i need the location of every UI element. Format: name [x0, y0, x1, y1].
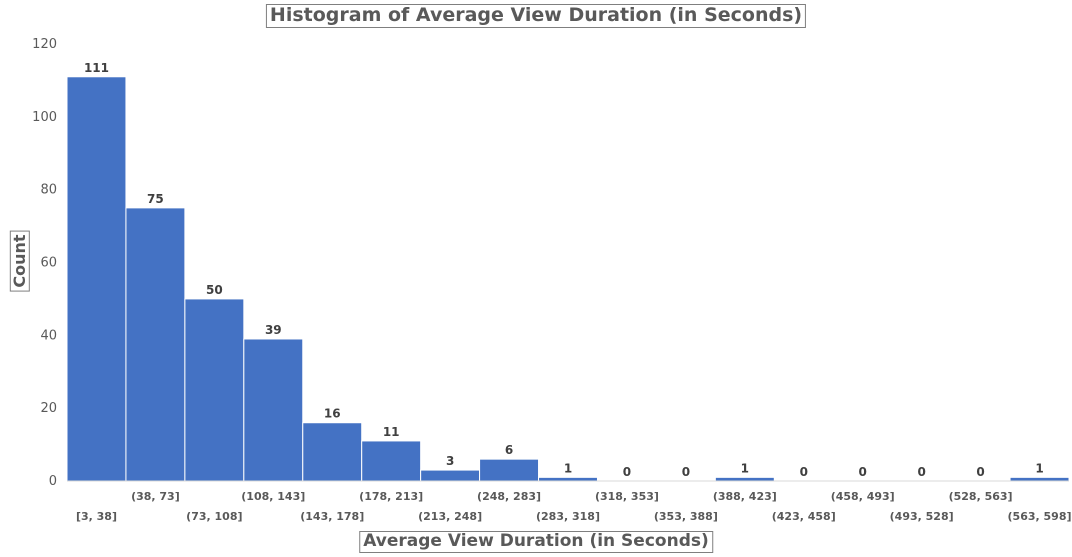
data-label: 0 [800, 465, 808, 479]
x-tick-label: (458, 493] [831, 490, 895, 503]
bar [302, 422, 363, 482]
data-label: 39 [265, 323, 282, 337]
x-tick-label: (283, 318] [536, 510, 600, 523]
y-tick-label: 100 [32, 110, 57, 125]
x-tick-label: (108, 143] [241, 490, 305, 503]
bar [243, 338, 304, 482]
x-axis-title: Average View Duration (in Seconds) [359, 531, 713, 553]
data-labels: 111 75 50 39 16 11 3 6 1 0 0 1 0 0 0 0 1 [84, 61, 1044, 479]
y-tick-label: 0 [49, 474, 57, 489]
y-axis-title: Count [9, 230, 31, 292]
x-tick-label: (318, 353] [595, 490, 659, 503]
data-label: 1 [564, 461, 572, 475]
x-tick-label: (423, 458] [772, 510, 836, 523]
data-label: 0 [682, 465, 690, 479]
y-tick-label: 40 [40, 328, 57, 343]
bar [184, 298, 245, 482]
bar [361, 440, 422, 482]
data-label: 50 [206, 283, 223, 297]
data-label: 0 [859, 465, 867, 479]
x-tick-label: (248, 283] [477, 490, 541, 503]
x-axis-ticks: [3, 38] (38, 73] (73, 108] (108, 143] (143, … [76, 490, 1072, 523]
data-label: 11 [383, 425, 400, 439]
data-label: 6 [505, 443, 513, 457]
bar [125, 207, 186, 482]
y-axis-ticks: 0 20 40 60 80 100 120 [32, 37, 57, 489]
data-label: 0 [976, 465, 984, 479]
bar [479, 458, 540, 482]
data-label: 1 [1035, 461, 1043, 475]
x-tick-label: (563, 598] [1008, 510, 1072, 523]
x-tick-label: (38, 73] [131, 490, 180, 503]
x-tick-label: (528, 563] [949, 490, 1013, 503]
x-tick-label: (73, 108] [186, 510, 242, 523]
data-label: 3 [446, 454, 454, 468]
data-label: 75 [147, 192, 164, 206]
x-tick-label: (213, 248] [418, 510, 482, 523]
data-label: 111 [84, 61, 109, 75]
data-label: 0 [623, 465, 631, 479]
x-tick-label: (353, 388] [654, 510, 718, 523]
data-label: 0 [917, 465, 925, 479]
chart-title: Histogram of Average View Duration (in S… [265, 4, 807, 28]
bars [66, 76, 1070, 482]
x-tick-label: (178, 213] [359, 490, 423, 503]
bar [66, 76, 127, 482]
y-tick-label: 120 [32, 37, 57, 52]
bar [538, 476, 598, 482]
x-tick-label: [3, 38] [76, 510, 117, 523]
data-label: 16 [324, 407, 341, 421]
bar [1009, 476, 1070, 482]
y-tick-label: 20 [40, 401, 57, 416]
x-tick-label: (143, 178] [300, 510, 364, 523]
y-tick-label: 80 [40, 183, 57, 198]
data-label: 1 [741, 461, 749, 475]
y-tick-label: 60 [40, 256, 57, 271]
bar [420, 469, 481, 482]
bar [714, 476, 775, 482]
x-tick-label: (493, 528] [890, 510, 954, 523]
x-tick-label: (388, 423] [713, 490, 777, 503]
